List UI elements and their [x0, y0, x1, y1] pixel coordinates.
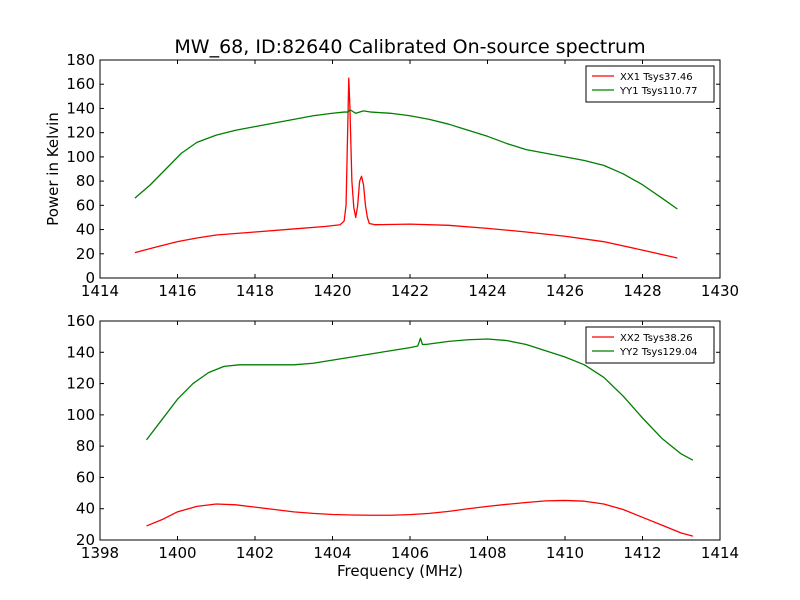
- y-tick-label: 120: [66, 375, 95, 393]
- x-tick-label: 1414: [81, 282, 119, 300]
- y-tick-label: 120: [66, 124, 95, 142]
- legend-frame: [585, 326, 715, 364]
- x-tick-label: 1414: [701, 544, 739, 562]
- legend: XX1 Tsys37.46 YY1 Tsys110.77: [585, 65, 715, 103]
- y-tick-label: 160: [66, 312, 95, 330]
- x-tick-label: 1420: [313, 282, 351, 300]
- legend: XX2 Tsys38.26 YY2 Tsys129.04: [585, 326, 715, 364]
- x-tick-label: 1412: [623, 544, 661, 562]
- series-line-yy: [145, 337, 694, 461]
- x-tick-label: 1408: [468, 544, 506, 562]
- x-axis-label: Frequency (MHz): [337, 562, 463, 580]
- y-tick-label: 140: [66, 99, 95, 117]
- x-tick-label: 1422: [391, 282, 429, 300]
- x-tick-label: 1416: [158, 282, 196, 300]
- y-tick-label: 80: [76, 437, 95, 455]
- y-tick-label: 40: [76, 221, 95, 239]
- y-tick-label: 160: [66, 75, 95, 93]
- x-tick-label: 1406: [391, 544, 429, 562]
- y-tick-label: 80: [76, 172, 95, 190]
- y-tick-label: 20: [76, 531, 95, 549]
- y-tick-label: 40: [76, 500, 95, 518]
- x-tick-label: 1404: [313, 544, 351, 562]
- y-tick-label: 0: [85, 269, 95, 287]
- bottom-panel: 1398 1400 1402 1404 1406 1408 1410 1412 1414 20 40…: [66, 312, 739, 580]
- x-tick-label: 1398: [81, 544, 119, 562]
- x-tick-label: 1400: [158, 544, 196, 562]
- y-tick-label: 60: [76, 196, 95, 214]
- y-tick-label: 180: [66, 51, 95, 69]
- y-tick-label: 60: [76, 468, 95, 486]
- x-tick-label: 1428: [623, 282, 661, 300]
- legend-entry: YY2 Tsys129.04: [619, 347, 698, 358]
- figure-title: MW_68, ID:82640 Calibrated On-source spe…: [174, 36, 645, 58]
- legend-frame: [585, 65, 715, 103]
- legend-entry: XX2 Tsys38.26: [620, 333, 693, 344]
- x-tick-label: 1418: [236, 282, 274, 300]
- x-tick-label: 1430: [701, 282, 739, 300]
- series-line-xx: [134, 77, 678, 259]
- x-tick-label: 1426: [546, 282, 584, 300]
- x-tick-label: 1402: [236, 544, 274, 562]
- legend-entry: YY1 Tsys110.77: [619, 86, 698, 97]
- series-line-xx: [146, 499, 694, 537]
- y-tick-label: 100: [66, 148, 95, 166]
- legend-entry: XX1 Tsys37.46: [620, 72, 693, 83]
- y-axis-label: Power in Kelvin: [44, 112, 62, 226]
- y-tick-label: 20: [76, 245, 95, 263]
- x-tick-label: 1410: [546, 544, 584, 562]
- x-tick-label: 1424: [468, 282, 506, 300]
- top-panel: 1414 1416 1418 1420 1422 1424 1426 1428 1430 0 20 4…: [44, 51, 739, 300]
- y-tick-label: 140: [66, 343, 95, 361]
- series-line-yy: [134, 109, 678, 210]
- y-tick-label: 100: [66, 406, 95, 424]
